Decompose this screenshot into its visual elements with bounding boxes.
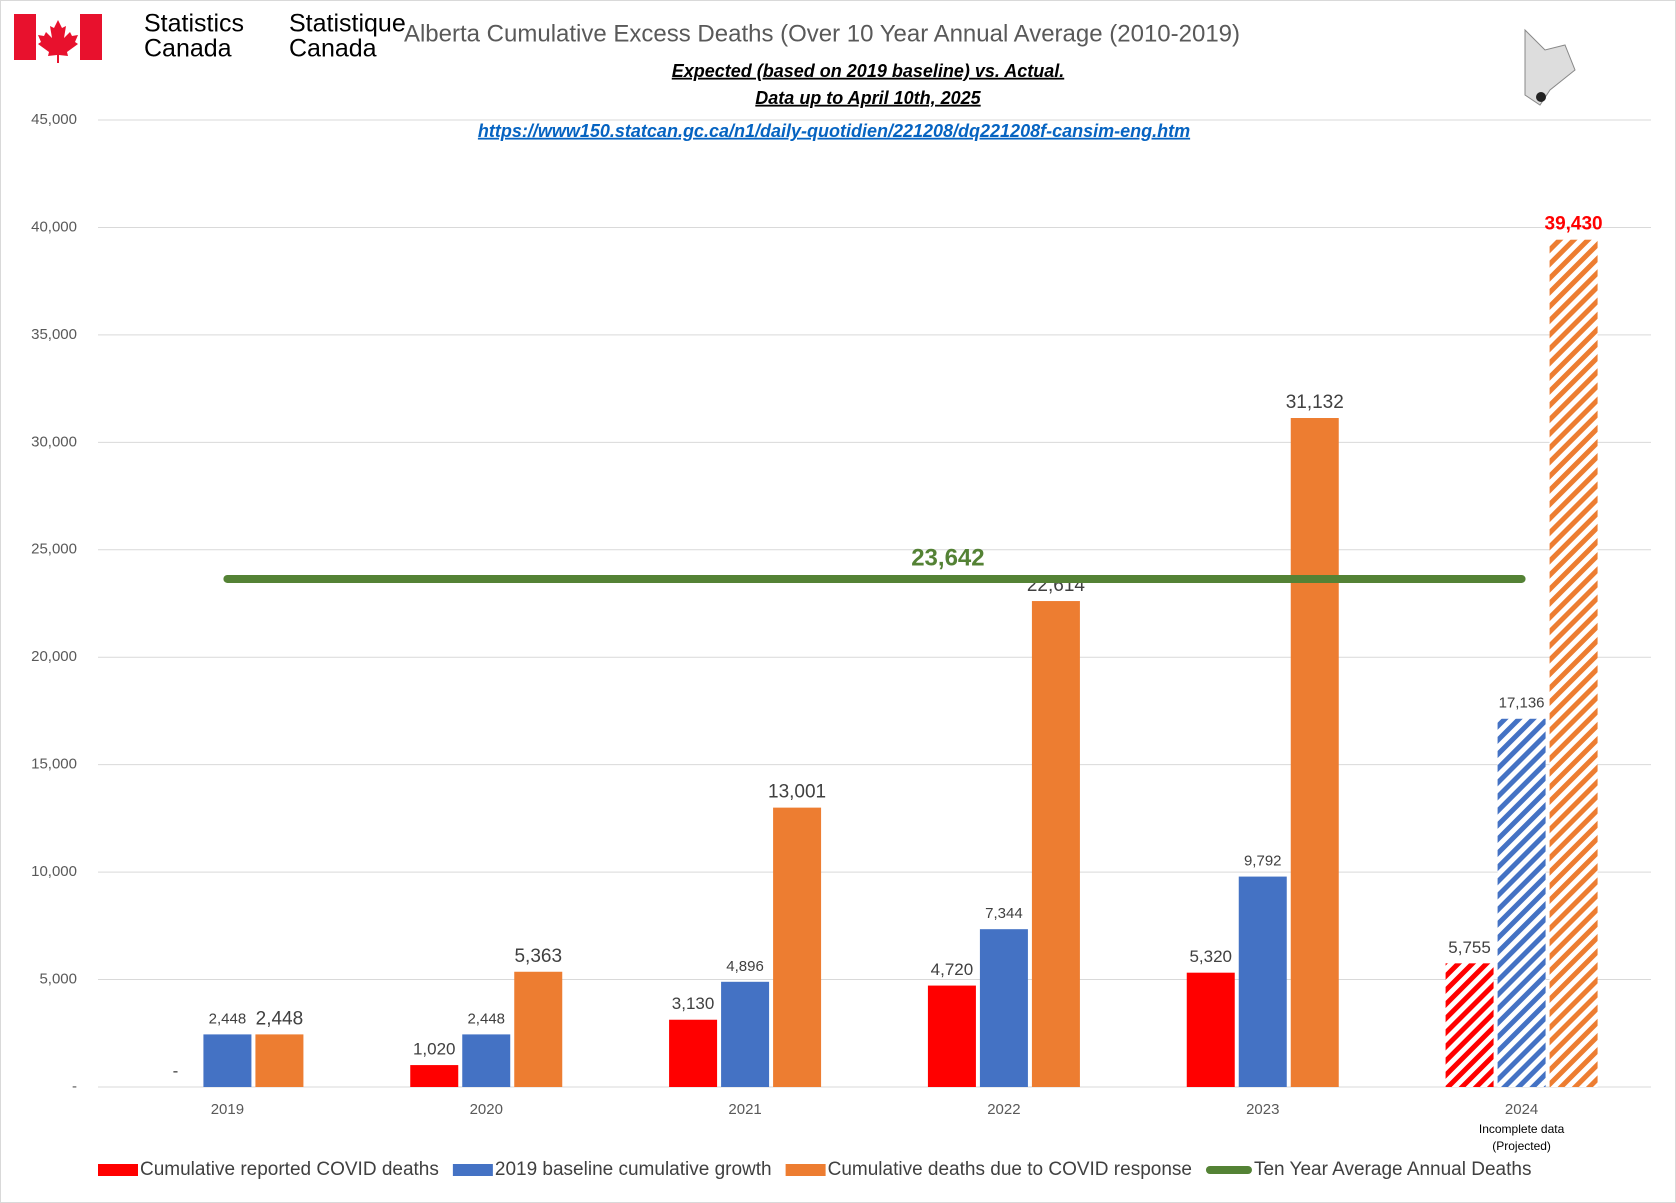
- data-label: 2,448: [256, 1008, 304, 1029]
- data-label: 2,448: [467, 1010, 505, 1027]
- logo-text: Canada: [144, 35, 232, 63]
- bar: [462, 1034, 511, 1087]
- y-tick-label: 45,000: [31, 111, 77, 128]
- bar: [773, 807, 822, 1087]
- legend-swatch: [452, 1164, 493, 1176]
- bar: [1497, 718, 1546, 1087]
- bar: [1549, 239, 1598, 1087]
- legend-swatch: [1205, 1166, 1252, 1174]
- y-tick-label: 35,000: [31, 326, 77, 343]
- bar: [410, 1065, 459, 1087]
- y-tick-label: 15,000: [31, 756, 77, 773]
- x-annotation: Incomplete data: [1479, 1122, 1565, 1136]
- bar: [514, 971, 563, 1087]
- legend-label: Cumulative deaths due to COVID response: [828, 1159, 1192, 1180]
- data-label: 4,720: [931, 960, 974, 979]
- x-tick-label: 2019: [211, 1101, 244, 1118]
- x-tick-label: 2021: [728, 1101, 761, 1118]
- legend-swatch: [785, 1164, 826, 1176]
- data-label: 39,430: [1545, 214, 1603, 235]
- data-label: 1,020: [413, 1040, 456, 1059]
- bar: [669, 1019, 718, 1087]
- logo-text: Statistics: [144, 10, 244, 38]
- bar: [927, 985, 976, 1087]
- data-label: 17,136: [1499, 695, 1545, 712]
- y-tick-label: -: [72, 1078, 77, 1095]
- chart-subtitle: Expected (based on 2019 baseline) vs. Ac…: [672, 61, 1064, 81]
- bar: [1238, 876, 1287, 1087]
- data-label: 13,001: [768, 782, 826, 803]
- data-label: 31,132: [1286, 392, 1344, 413]
- bar: [1031, 601, 1080, 1087]
- line-label: 23,642: [911, 544, 984, 571]
- legend-label: Cumulative reported COVID deaths: [140, 1159, 439, 1180]
- data-label: 5,320: [1189, 947, 1232, 966]
- y-tick-label: 30,000: [31, 433, 77, 450]
- chart-subtitle: Data up to April 10th, 2025: [755, 88, 981, 108]
- data-label: 9,792: [1244, 853, 1282, 870]
- x-tick-label: 2020: [470, 1101, 503, 1118]
- data-label: 5,363: [514, 946, 562, 967]
- data-label: 4,896: [726, 958, 764, 975]
- y-tick-label: 25,000: [31, 541, 77, 558]
- y-tick-label: 40,000: [31, 218, 77, 235]
- x-annotation: (Projected): [1492, 1139, 1551, 1153]
- bar: [203, 1034, 252, 1087]
- data-label: -: [173, 1061, 179, 1080]
- bar: [1186, 972, 1235, 1087]
- bar: [721, 981, 770, 1087]
- logo-text: Statistique: [289, 10, 406, 38]
- x-tick-label: 2022: [987, 1101, 1020, 1118]
- bar: [979, 929, 1028, 1087]
- legend-label: 2019 baseline cumulative growth: [495, 1159, 772, 1180]
- data-label: 5,755: [1448, 938, 1491, 957]
- source-link[interactable]: https://www150.statcan.gc.ca/n1/daily-qu…: [478, 121, 1190, 141]
- x-tick-label: 2024: [1505, 1101, 1538, 1118]
- data-label: 7,344: [985, 905, 1023, 922]
- y-tick-label: 10,000: [31, 863, 77, 880]
- bar: [1445, 963, 1494, 1087]
- bar: [1290, 418, 1339, 1087]
- y-tick-label: 20,000: [31, 648, 77, 665]
- logo-text: Canada: [289, 35, 377, 63]
- bar: [255, 1034, 304, 1087]
- data-label: 2,448: [209, 1010, 247, 1027]
- legend-label: Ten Year Average Annual Deaths: [1254, 1159, 1532, 1180]
- data-label: 3,130: [672, 994, 715, 1013]
- y-tick-label: 5,000: [39, 971, 77, 988]
- x-tick-label: 2023: [1246, 1101, 1279, 1118]
- chart-title: Alberta Cumulative Excess Deaths (Over 1…: [404, 20, 1240, 47]
- wolf-logo: [1524, 28, 1576, 106]
- legend-swatch: [98, 1164, 138, 1176]
- canada-flag: [14, 14, 102, 63]
